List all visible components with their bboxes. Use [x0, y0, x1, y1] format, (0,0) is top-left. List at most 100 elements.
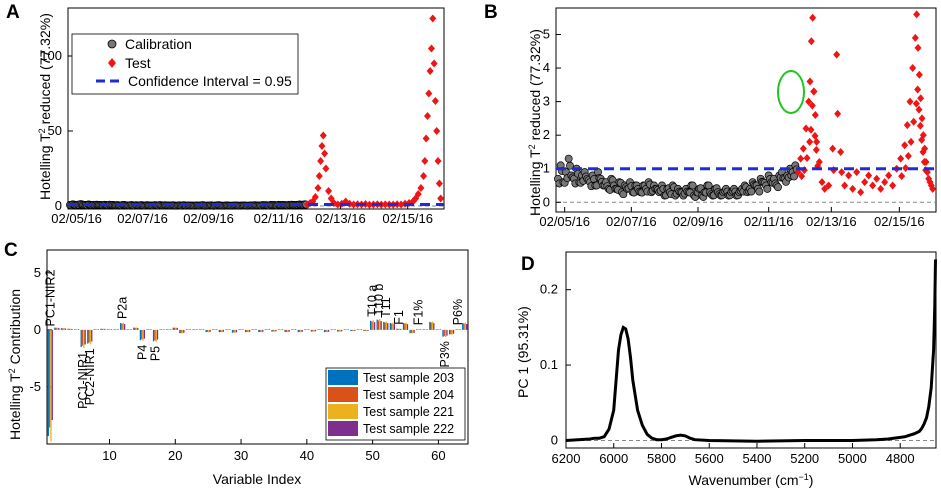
chart-c-bar	[314, 329, 317, 332]
chart-c-bar	[64, 328, 67, 330]
chart-c-bar	[213, 329, 215, 330]
chart-c-variable-label: PC1-NIR1	[76, 352, 90, 409]
chart-c-bar	[185, 329, 188, 330]
pB-test-point	[897, 154, 905, 163]
pB-test-point	[903, 121, 911, 130]
chart-c-bar	[50, 329, 52, 442]
panel-label-d: D	[521, 254, 535, 275]
chart-c-bar	[326, 329, 328, 333]
pA-ytick-label: 50	[48, 123, 62, 138]
chart-c-bar	[279, 329, 281, 330]
pB-calibration-point	[755, 187, 764, 196]
chart-c-bar	[364, 329, 367, 331]
chart-c-bar	[304, 329, 306, 330]
chart-c: -5 0 5 10 20 30 40 50 60 PC1-NIR2 PC1-NIR1PC2-NIR…	[7, 249, 469, 487]
pA-xtick-label: 02/09/16	[183, 211, 234, 226]
chart-c-bar	[241, 329, 243, 330]
chart-c-bar	[68, 328, 71, 330]
chart-c-bar	[96, 329, 98, 330]
chart-c-variable-label: PC2-NIR1	[83, 348, 97, 405]
pA-test-point	[381, 200, 389, 209]
chart-c-bar	[458, 329, 460, 330]
chart-c-bar	[156, 329, 159, 340]
chart-c-bar	[71, 328, 73, 330]
chart-c-bar	[222, 329, 224, 332]
pB-calibration-point	[774, 183, 782, 192]
chart-c-bar	[106, 329, 109, 330]
legend-sample-204-label: Test sample 204	[363, 388, 454, 402]
chart-c-bar	[84, 329, 86, 345]
chart-c-bar	[450, 329, 452, 335]
chart-c-bar	[130, 329, 132, 330]
pB-test-point	[914, 85, 922, 94]
chart-b-ylabel: Hotelling T2 reduced (77.32%)	[527, 29, 543, 216]
chart-c-bar	[200, 329, 202, 330]
chart-c-bar	[369, 320, 372, 330]
pA-test-point	[437, 194, 445, 203]
pA-test-point	[427, 44, 435, 53]
chart-c-bar	[252, 329, 255, 330]
pB-test-point	[834, 109, 842, 118]
chart-c-bar	[56, 327, 59, 330]
pB-test-point	[799, 144, 807, 153]
chart-c-bar	[168, 329, 171, 330]
panel-label-a: A	[6, 2, 20, 23]
chart-c-bar	[346, 329, 348, 330]
pB-test-point	[929, 184, 937, 193]
legend-test-marker	[108, 58, 116, 68]
chart-c-bar	[93, 329, 96, 330]
pB-test-point	[798, 172, 806, 181]
chart-c-bar	[331, 329, 334, 330]
pB-xtick-label: 02/11/16	[744, 214, 794, 229]
chart-c-bar	[62, 328, 64, 330]
chart-c-bar	[423, 329, 426, 330]
pA-test-point	[319, 131, 327, 140]
chart-c-variable-label: P2a	[116, 297, 130, 319]
chart-c-bar	[339, 329, 342, 332]
chart-c-bar	[121, 323, 123, 330]
chart-c-bar	[75, 329, 77, 330]
chart-c-bar	[173, 327, 176, 330]
chart-c-bar	[344, 329, 347, 330]
pB-test-point	[833, 50, 841, 59]
chart-c-bar	[147, 329, 149, 330]
chart-c-bar	[233, 329, 235, 333]
chart-c-bar	[396, 328, 398, 330]
pB-test-point	[913, 10, 921, 19]
chart-d-xtick-label: 5400	[743, 451, 772, 466]
pB-test-point	[841, 181, 849, 190]
chart-c-bar	[247, 329, 249, 333]
chart-c-bar	[248, 329, 251, 332]
chart-c-xtick-label: 40	[300, 448, 314, 463]
chart-c-bar	[354, 329, 356, 331]
chart-c-bar	[285, 329, 288, 332]
chart-c-bar	[313, 329, 315, 332]
pB-xtick-label: 02/15/16	[874, 214, 925, 229]
chart-c-bar	[205, 329, 207, 333]
chart-c-bar	[113, 329, 115, 330]
chart-a: 0 50 100 02/05/16 02/07/16 02/09/16 02/11/16 02…	[37, 7, 445, 226]
chart-c-bar	[77, 329, 80, 330]
chart-c-variable-label: P3%	[438, 341, 452, 367]
pB-ytick-label: 1	[543, 161, 550, 176]
chart-c-bar	[352, 329, 355, 332]
chart-c-bar	[264, 329, 267, 330]
chart-d-xtick-label: 6000	[599, 451, 628, 466]
chart-c-bar	[298, 329, 301, 332]
chart-c-bar	[129, 329, 131, 330]
chart-c-bar	[255, 329, 257, 330]
chart-c-bar	[291, 329, 293, 330]
chart-c-bar	[239, 329, 242, 330]
chart-a-ylabel: Hotelling T2 reduced (77.32%)	[37, 13, 53, 200]
chart-d-xlabel: Wavenumber (cm−1)	[689, 472, 814, 488]
chart-c-bar	[260, 329, 263, 333]
chart-c-bar	[214, 329, 217, 330]
chart-d-ytick-label: 0.2	[540, 282, 558, 297]
pB-test-point	[912, 99, 920, 108]
pB-xtick-label: 02/13/16	[806, 214, 857, 229]
chart-c-bar	[251, 329, 253, 330]
chart-c-bar	[462, 323, 464, 330]
pB-test-point	[813, 137, 821, 146]
chart-c-bar	[412, 329, 414, 334]
chart-c-bar	[126, 329, 128, 330]
